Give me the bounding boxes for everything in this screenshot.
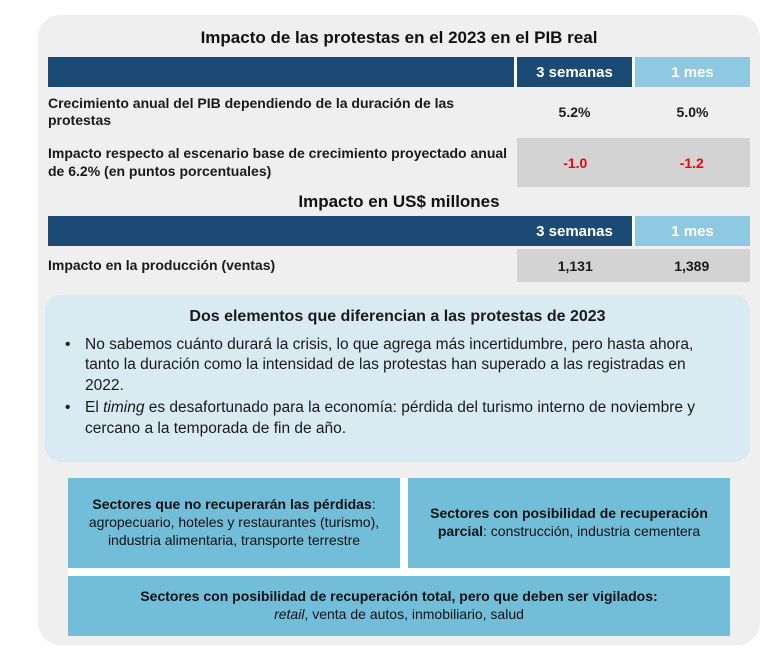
sector-box-no-recovery: Sectores que no recuperarán las pérdidas… [68,478,400,568]
usd-row1-shaded-band: 1,131 1,389 [517,249,750,282]
highlights-title: Dos elementos que diferencian a las prot… [189,308,606,325]
usd-row1-label: Impacto en la producción (ventas) [48,256,276,273]
bullet2-italic-word: timing [103,399,145,417]
pib-header-3-semanas: 3 semanas [517,57,632,87]
usd-header-3-semanas-label: 3 semanas [536,222,613,240]
sector-boxes-top-row: Sectores que no recuperarán las pérdidas… [68,478,730,568]
pib-row2-value-1-mes: -1.2 [679,154,704,171]
bullet1-text: No sabemos cuánto durará la crisis, lo q… [85,336,694,394]
sector-total-second-line: retail, venta de autos, inmobiliario, sa… [80,606,718,624]
sector-box-partial-recovery: Sectores con posibilidad de recuperación… [408,478,730,568]
sector-no-recovery-rest: : agropecuario, hoteles y restaurantes (… [88,496,380,548]
pib-table: 3 semanas 1 mes Crecimiento anual del PI… [48,57,750,187]
table-row: Impacto respecto al escenario base de cr… [48,138,750,187]
pib-header-empty-cell [48,57,514,87]
pib-row2-label: Impacto respecto al escenario base de cr… [48,145,508,179]
sector-total-bold-line: Sectores con posibilidad de recuperación… [140,588,658,605]
pib-row2-shaded-band: -1.0 -1.2 [517,138,750,187]
sector-no-recovery-text: Sectores que no recuperarán las pérdidas… [80,496,388,550]
pib-row1-value-3-semanas: 5.2% [558,104,591,120]
usd-row1-value-1-mes: 1,389 [674,257,710,274]
usd-row1-value-3-semanas: 1,131 [557,257,593,274]
bullet2-post: es desafortunado para la economía: pérdi… [85,399,696,437]
pib-header-1-mes: 1 mes [635,57,750,87]
usd-table: 3 semanas 1 mes Impacto en la producción… [48,216,750,282]
usd-header-3-semanas: 3 semanas [48,216,632,246]
sector-no-recovery-bold: Sectores que no recuperarán las pérdidas [92,496,372,513]
bullet-icon: • [65,336,71,353]
table-row: Crecimiento anual del PIB dependiendo de… [48,89,750,135]
pib-row1-label: Crecimiento anual del PIB dependiendo de… [48,94,455,129]
bullet2-pre: El [85,399,104,417]
sector-partial-text: Sectores con posibilidad de recuperación… [420,505,718,541]
usd-header-1-mes: 1 mes [635,216,750,246]
sector-total-italic-word: retail [274,606,305,622]
table-row: Impacto en la producción (ventas) 1,131 … [48,249,750,282]
sector-boxes-group: Sectores que no recuperarán las pérdidas… [68,478,730,636]
bullet2-text: El timing es desafortunado para la econo… [85,398,712,439]
usd-table-header-row: 3 semanas 1 mes [48,216,750,246]
pib-table-header-row: 3 semanas 1 mes [48,57,750,87]
list-item: • El timing es desafortunado para la eco… [65,398,712,439]
highlights-panel: Dos elementos que diferencian a las prot… [45,295,750,462]
highlights-bullet-list: • No sabemos cuánto durará la crisis, lo… [45,326,750,439]
sector-partial-rest: : construcción, industria cementera [483,523,701,539]
pib-row1-value-1-mes: 5.0% [676,104,709,120]
usd-table-title: Impacto en US$ millones [298,192,500,211]
sector-box-total-recovery: Sectores con posibilidad de recuperación… [68,576,730,636]
sector-partial-bold: Sectores con posibilidad de recuperación… [430,505,708,539]
bullet-icon: • [65,399,71,417]
report-card: Impacto de las protestas en el 2023 en e… [38,15,760,645]
pib-table-title: Impacto de las protestas en el 2023 en e… [200,28,598,47]
list-item: • No sabemos cuánto durará la crisis, lo… [65,335,712,396]
pib-row2-value-3-semanas: -1.0 [563,154,588,171]
sector-total-rest: , venta de autos, inmobiliario, salud [304,606,524,622]
